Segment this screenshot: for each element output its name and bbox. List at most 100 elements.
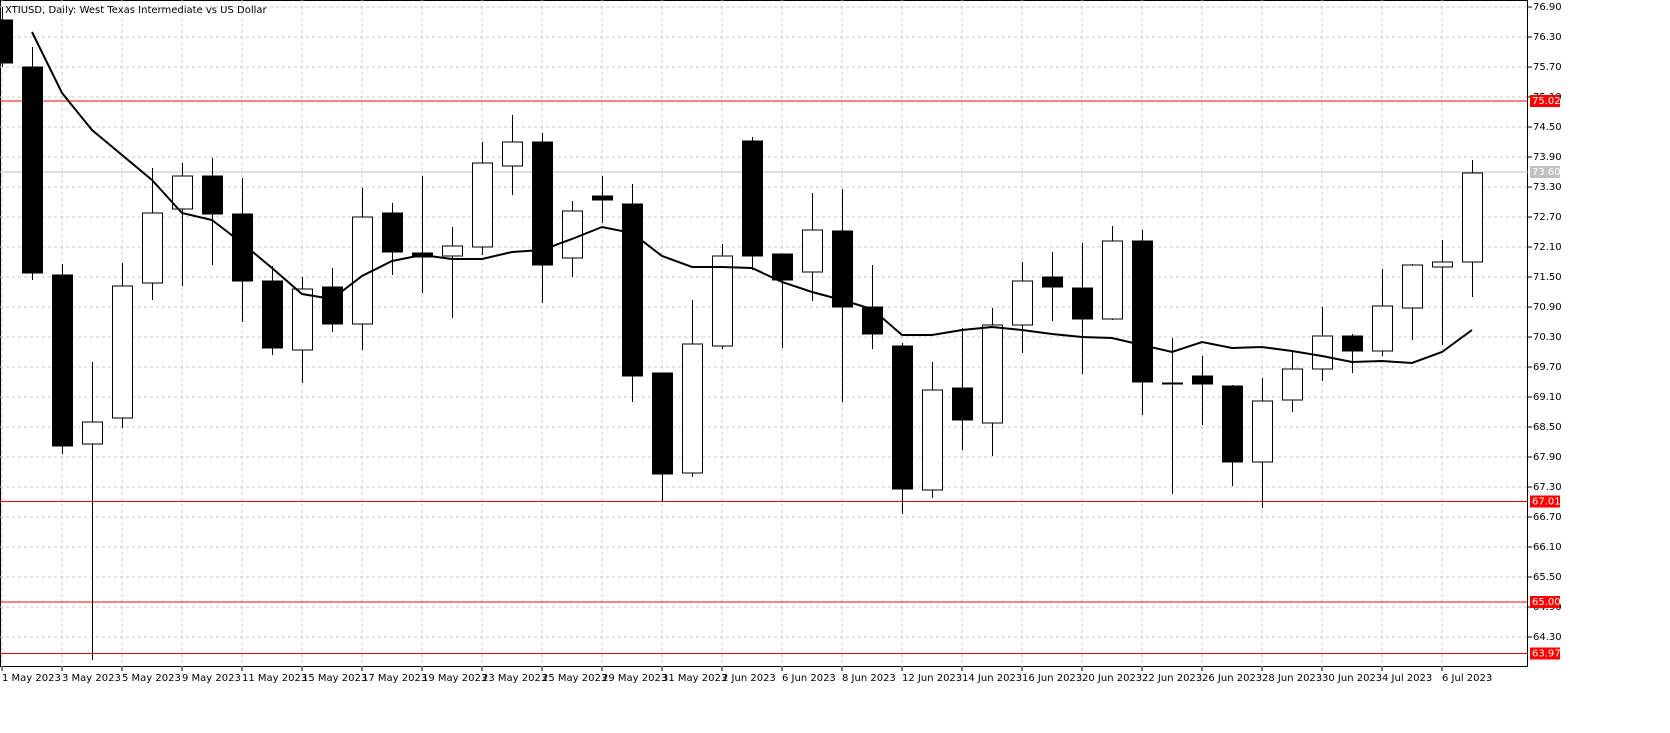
chart-title: XTIUSD, Daily: West Texas Intermediate v… (5, 5, 268, 16)
y-tick-label: 73.30 (1533, 182, 1562, 193)
candle-body (1402, 264, 1423, 309)
level-label: 63.97 (1532, 649, 1561, 660)
y-tick-label: 72.70 (1533, 212, 1562, 223)
candle-body (1132, 240, 1153, 383)
y-tick-label: 67.30 (1533, 482, 1562, 493)
level-label: 67.01 (1532, 497, 1561, 508)
y-tick-label: 70.30 (1533, 332, 1562, 343)
x-tick-label: 9 May 2023 (182, 673, 241, 684)
candle-body (1162, 382, 1183, 385)
candle-body (1012, 280, 1033, 326)
x-tick-label: 25 May 2023 (542, 673, 607, 684)
candle-body (982, 324, 1003, 424)
y-tick-label: 64.30 (1533, 632, 1562, 643)
candle-body (802, 229, 823, 273)
candle-body (1282, 368, 1303, 401)
candle-body (172, 175, 193, 210)
candle-body (0, 19, 13, 64)
candle-body (1252, 400, 1273, 463)
level-label-box (1530, 596, 1560, 608)
x-tick-label: 3 May 2023 (62, 673, 121, 684)
candle-body (862, 306, 883, 335)
x-tick-label: 14 Jun 2023 (962, 673, 1022, 684)
x-tick-label: 8 Jun 2023 (842, 673, 896, 684)
candle-body (562, 210, 583, 259)
y-tick-label: 68.50 (1533, 422, 1562, 433)
candle-body (142, 212, 163, 284)
candle-body (502, 141, 523, 167)
x-tick-label: 11 May 2023 (242, 673, 307, 684)
x-tick-label: 6 Jun 2023 (782, 673, 836, 684)
candle-body (472, 162, 493, 248)
candle-body (1312, 335, 1333, 370)
marks (0, 7, 1483, 660)
candle-body (532, 141, 553, 266)
candle-body (1042, 276, 1063, 288)
y-tick-label: 74.50 (1533, 122, 1562, 133)
y-tick-label: 65.50 (1533, 572, 1562, 583)
y-tick-label: 66.10 (1533, 542, 1562, 553)
y-tick-label: 75.70 (1533, 62, 1562, 73)
level-label-box (1530, 647, 1560, 660)
moving-average-line (31, 31, 1473, 365)
axes: 76.9076.3075.7075.1074.5073.9073.3072.70… (1, 2, 1562, 684)
x-tick-label: 31 May 2023 (662, 673, 727, 684)
x-tick-label: 19 May 2023 (422, 673, 487, 684)
x-tick-label: 12 Jun 2023 (902, 673, 962, 684)
candle-body (352, 216, 373, 325)
candle-body (292, 288, 313, 351)
candle-body (442, 245, 463, 257)
candle-body (742, 140, 763, 257)
level-label-box (1530, 95, 1560, 107)
x-tick-label: 23 May 2023 (482, 673, 547, 684)
candle-body (1102, 240, 1123, 320)
x-tick-label: 20 Jun 2023 (1082, 673, 1142, 684)
candle-body (82, 421, 103, 445)
y-tick-label: 69.70 (1533, 362, 1562, 373)
candle-body (892, 345, 913, 490)
level-label: 65.00 (1532, 597, 1561, 608)
candle-body (832, 230, 853, 308)
candle-body (622, 203, 643, 377)
candle-body (652, 372, 673, 475)
x-tick-label: 28 Jun 2023 (1262, 673, 1322, 684)
x-tick-label: 16 Jun 2023 (1022, 673, 1082, 684)
y-tick-label: 69.10 (1533, 392, 1562, 403)
x-tick-label: 15 May 2023 (302, 673, 367, 684)
candle-body (772, 253, 793, 281)
candle-body (1072, 287, 1093, 320)
x-tick-label: 5 May 2023 (122, 673, 181, 684)
candle-body (262, 280, 283, 349)
y-tick-label: 76.90 (1533, 2, 1562, 13)
y-tick-label: 67.90 (1533, 452, 1562, 463)
candle-body (1372, 305, 1393, 352)
level-label-box (1530, 166, 1560, 178)
y-tick-label: 71.50 (1533, 272, 1562, 283)
candle-body (232, 213, 253, 282)
level-label: 75.02 (1532, 96, 1561, 107)
candle-body (1342, 335, 1363, 352)
candle-body (712, 255, 733, 347)
candle-body (952, 387, 973, 421)
candle-body (322, 286, 343, 325)
x-tick-label: 4 Jul 2023 (1382, 673, 1432, 684)
y-tick-label: 72.10 (1533, 242, 1562, 253)
x-tick-label: 2 Jun 2023 (722, 673, 776, 684)
candle-body (52, 274, 73, 447)
grid (0, 0, 1528, 667)
candle-body (202, 175, 223, 215)
candle-body (1222, 385, 1243, 463)
candle-body (1432, 261, 1453, 268)
candle-body (1462, 172, 1483, 263)
candle-body (22, 66, 43, 274)
y-tick-label: 66.70 (1533, 512, 1562, 523)
y-tick-label: 70.90 (1533, 302, 1562, 313)
candle-body (682, 343, 703, 474)
candle-body (112, 285, 133, 419)
plot-frame (0, 0, 1528, 667)
x-tick-label: 1 May 2023 (2, 673, 61, 684)
x-tick-label: 29 May 2023 (602, 673, 667, 684)
x-tick-label: 30 Jun 2023 (1322, 673, 1382, 684)
